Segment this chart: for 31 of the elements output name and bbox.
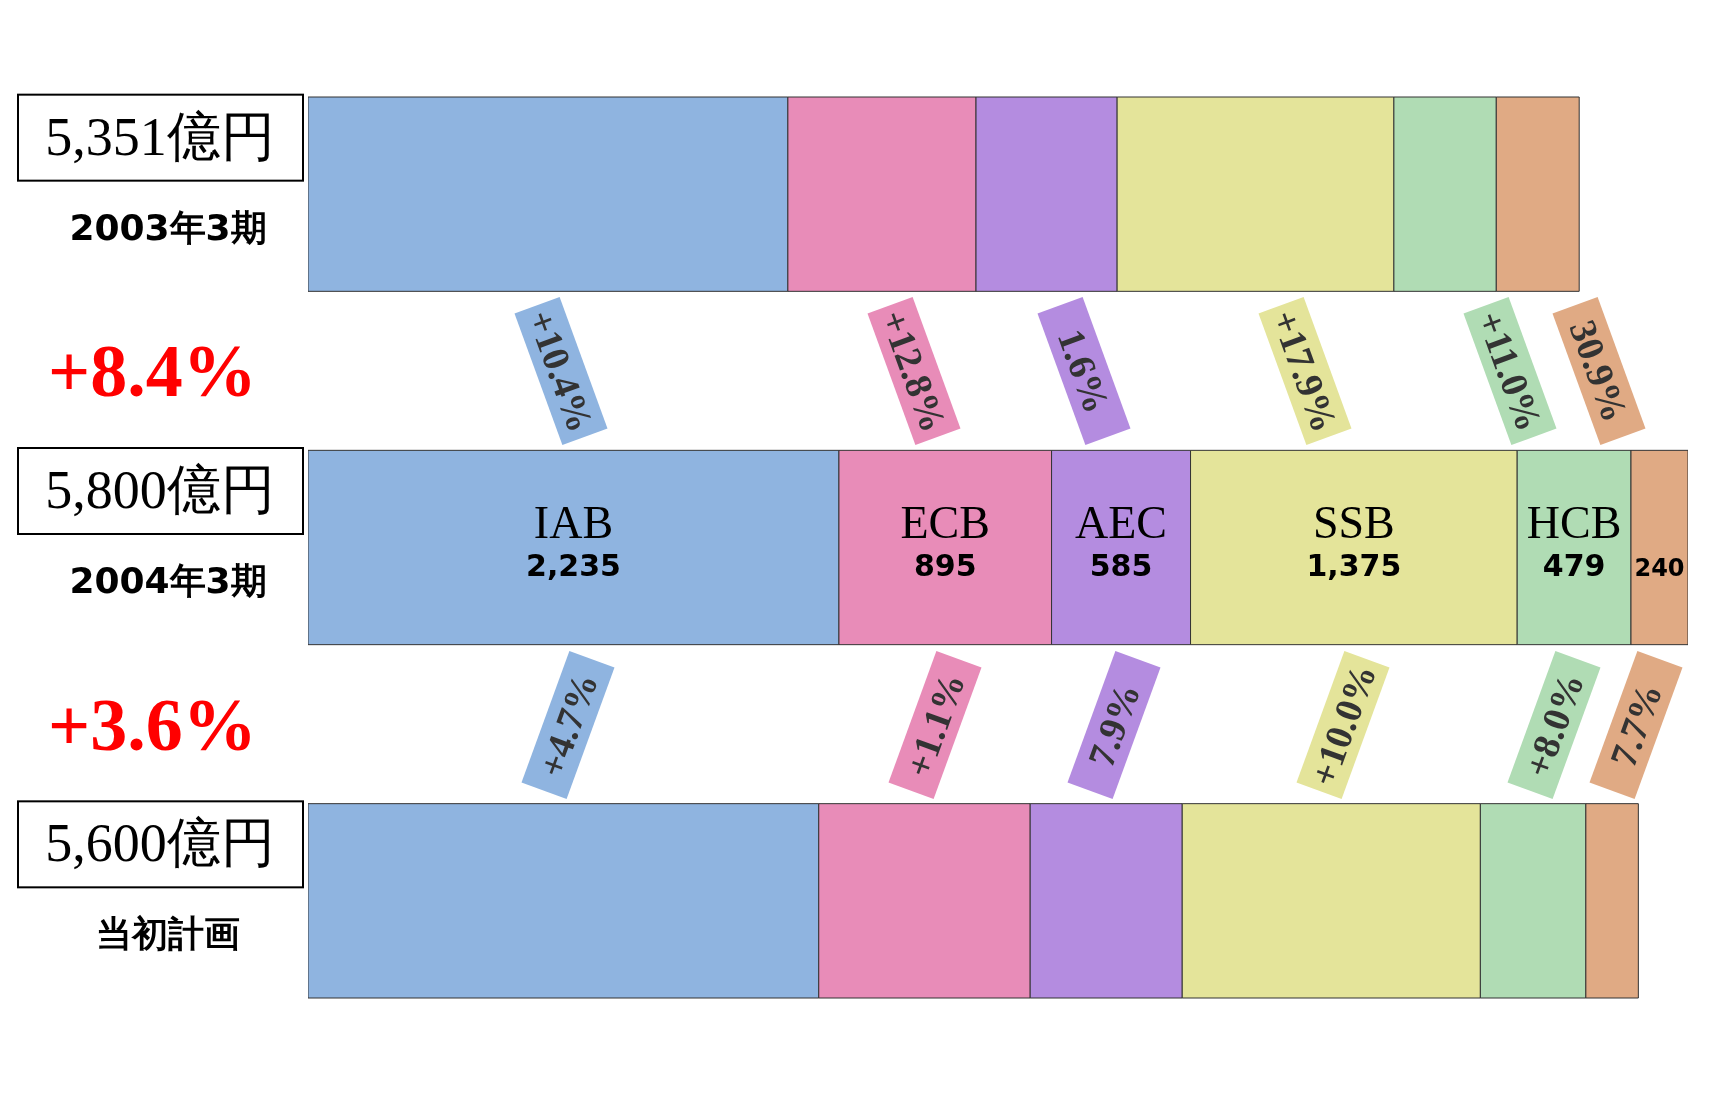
- y-tick-label: 当初計画: [96, 913, 240, 955]
- data-label: 479: [1542, 547, 1606, 583]
- series-label: ECB: [900, 496, 990, 548]
- annotation: +10.0%: [1296, 650, 1390, 799]
- annotation: +8.0%: [1507, 650, 1601, 799]
- series-label: SSB: [1312, 496, 1395, 548]
- data-label: 585: [1089, 547, 1153, 583]
- data-label: 895: [913, 547, 977, 583]
- annotation: +12.8%: [867, 297, 961, 446]
- series-label: IAB: [533, 496, 614, 548]
- annotation: +1.1%: [888, 650, 982, 799]
- data-label: 240: [1634, 553, 1685, 582]
- y-tick-label: 2003年3期: [69, 206, 267, 248]
- text: +3.6%: [48, 683, 257, 766]
- data-label: 2,235: [526, 547, 621, 583]
- text: +8.4%: [48, 330, 257, 413]
- annotation: 7.7%: [1601, 677, 1671, 773]
- series-label: AEC: [1075, 496, 1168, 548]
- y-tick-label: 2004年3期: [69, 560, 267, 601]
- series-label: HCB: [1526, 496, 1622, 548]
- text: 5,800億円: [45, 460, 275, 520]
- annotation: +10.4%: [514, 297, 608, 446]
- annotation: 7.9%: [1067, 650, 1161, 799]
- annotation: +4.7%: [521, 650, 615, 799]
- annotation: +17.9%: [1258, 297, 1352, 446]
- annotation: 30.9%: [1552, 297, 1646, 446]
- text: 5,351億円: [45, 106, 275, 167]
- annotation: +11.0%: [1463, 297, 1557, 446]
- data-label: 1,375: [1306, 547, 1402, 583]
- text: 5,600億円: [45, 813, 275, 874]
- annotation: 1.6%: [1037, 297, 1131, 446]
